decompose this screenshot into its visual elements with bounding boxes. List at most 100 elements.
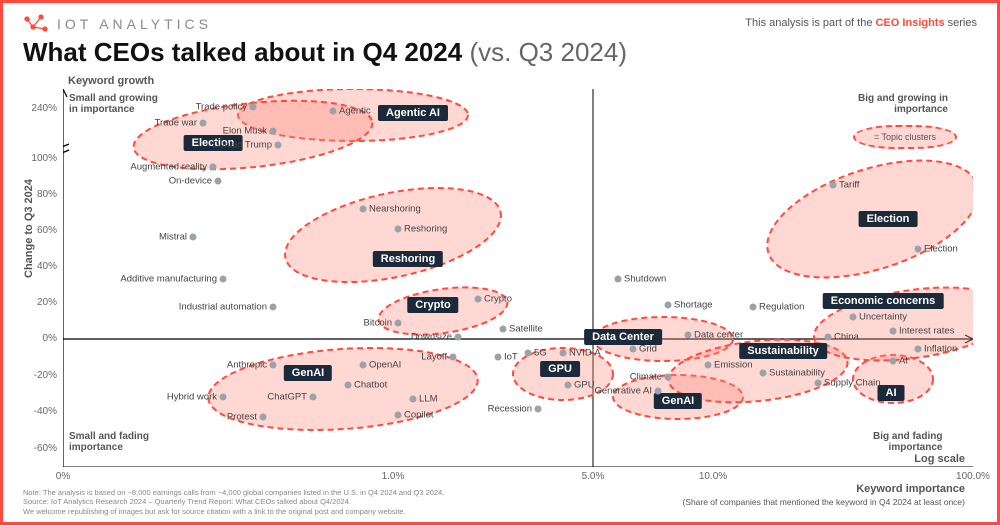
point-label: Chatbot — [354, 380, 387, 391]
data-point — [890, 328, 897, 335]
point-label: Shutdown — [624, 274, 666, 285]
scatter-plot: -60%-40%-20%0%20%40%60%80%100%240%0%1.0%… — [63, 89, 973, 467]
data-point — [535, 406, 542, 413]
data-point — [455, 334, 462, 341]
data-point — [825, 334, 832, 341]
cluster-badge: Reshoring — [373, 251, 443, 267]
data-point — [655, 388, 662, 395]
data-point — [190, 234, 197, 241]
data-point — [500, 326, 507, 333]
point-label: 5G — [534, 348, 547, 359]
point-label: Climate — [630, 372, 662, 383]
data-point — [360, 206, 367, 213]
logo-icon — [21, 13, 49, 35]
point-label: Tariff — [839, 180, 859, 191]
cluster-legend: = Topic clusters — [853, 125, 957, 149]
data-point — [310, 394, 317, 401]
point-label: Interest rates — [899, 326, 954, 337]
x-scale-note: Log scale — [914, 453, 965, 465]
data-point — [815, 380, 822, 387]
point-label: Data center — [694, 330, 743, 341]
data-point — [915, 346, 922, 353]
data-point — [850, 314, 857, 321]
point-label: ChatGPT — [267, 392, 307, 403]
point-label: Bitcoin — [363, 318, 392, 329]
tagline-prefix: This analysis is part of the — [745, 17, 875, 29]
point-label: Recession — [488, 404, 532, 415]
cluster-badge: GPU — [540, 361, 580, 377]
point-label: Election — [924, 244, 958, 255]
point-label: Trade war — [155, 118, 197, 129]
data-point — [215, 178, 222, 185]
point-label: Satellite — [509, 324, 543, 335]
y-tick: 80% — [13, 189, 57, 200]
point-label: GPU — [574, 380, 595, 391]
x-tick: 10.0% — [693, 471, 733, 482]
point-label: Layoff — [421, 352, 447, 363]
data-point — [560, 350, 567, 357]
x-tick: 1.0% — [373, 471, 413, 482]
y-tick: 240% — [13, 103, 57, 114]
plot-overlay: -60%-40%-20%0%20%40%60%80%100%240%0%1.0%… — [63, 89, 973, 467]
point-label: Downsize — [411, 332, 452, 343]
footnotes: Note: The analysis is based on ~8,000 ea… — [23, 488, 444, 516]
tagline-highlight: CEO Insights — [876, 17, 945, 29]
x-tick: 5.0% — [573, 471, 613, 482]
data-point — [345, 382, 352, 389]
data-point — [630, 346, 637, 353]
data-point — [475, 296, 482, 303]
point-label: AI — [899, 356, 908, 367]
data-point — [665, 374, 672, 381]
cluster-badge: Election — [859, 211, 918, 227]
point-label: IoT — [504, 352, 518, 363]
title-sub: (vs. Q3 2024) — [469, 37, 627, 67]
data-point — [750, 304, 757, 311]
data-point — [220, 276, 227, 283]
data-point — [685, 332, 692, 339]
title-main: What CEOs talked about in Q4 2024 — [23, 37, 462, 67]
quadrant-label: Big and growing in importance — [858, 93, 948, 115]
data-point — [260, 414, 267, 421]
cluster-badge: Economic concerns — [823, 293, 944, 309]
point-label: Copilot — [404, 410, 434, 421]
data-point — [410, 396, 417, 403]
y-tick: 100% — [13, 153, 57, 164]
point-label: Generative AI — [594, 386, 652, 397]
y-tick: -40% — [13, 406, 57, 417]
point-label: Sustainability — [769, 368, 825, 379]
data-point — [330, 108, 337, 115]
data-point — [220, 394, 227, 401]
data-point — [705, 362, 712, 369]
point-label: Protest — [227, 412, 257, 423]
point-label: Hybrid work — [167, 392, 217, 403]
point-label: Anthropic — [227, 360, 267, 371]
point-label: Regulation — [759, 302, 804, 313]
cluster-badge: AI — [878, 385, 905, 401]
point-label: Donald Trump — [212, 140, 272, 151]
cluster-badge: GenAI — [284, 365, 332, 381]
quadrant-label: Small and growing in importance — [69, 93, 158, 115]
tagline-suffix: series — [945, 17, 977, 29]
quadrant-label: Small and fading importance — [69, 431, 149, 453]
point-label: Shortage — [674, 300, 713, 311]
point-label: Elon Musk — [223, 126, 267, 137]
data-point — [210, 164, 217, 171]
point-label: Crypto — [484, 294, 512, 305]
quadrant-label: Big and fading importance — [873, 431, 942, 453]
point-label: Agentic — [339, 106, 371, 117]
point-label: Emission — [714, 360, 753, 371]
point-label: Reshoring — [404, 224, 447, 235]
data-point — [830, 182, 837, 189]
point-label: Additive manufacturing — [120, 274, 217, 285]
data-point — [665, 302, 672, 309]
point-label: Supply Chain — [824, 378, 881, 389]
y-tick: 0% — [13, 333, 57, 344]
footnote-2: Source: IoT Analytics Research 2024 – Qu… — [23, 497, 444, 506]
x-axis-label: Keyword importance — [856, 483, 965, 495]
point-label: OpenAI — [369, 360, 401, 371]
point-label: NVIDIA — [569, 348, 601, 359]
cluster-badge: Sustainability — [739, 343, 827, 359]
y-axis-label: Change to Q3 2024 — [23, 179, 35, 278]
data-point — [200, 120, 207, 127]
brand-logo: IOT ANALYTICS — [21, 13, 212, 35]
